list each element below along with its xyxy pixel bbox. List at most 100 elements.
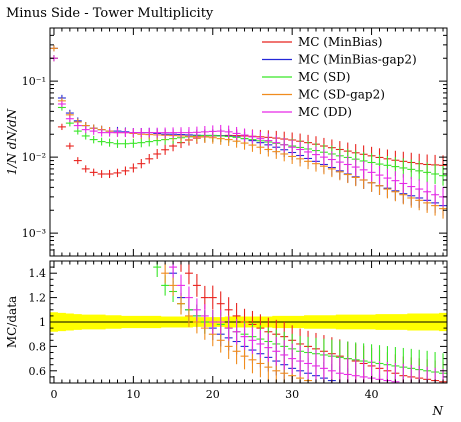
series-2 xyxy=(50,55,447,186)
ratio-point xyxy=(82,71,90,85)
point xyxy=(57,123,66,131)
point xyxy=(145,154,154,164)
ratio-point xyxy=(74,71,82,85)
legend-label: MC (SD-gap2) xyxy=(298,88,385,102)
ratio-point xyxy=(343,357,352,383)
ratio-point xyxy=(50,72,58,84)
point xyxy=(216,124,225,138)
ratio-point xyxy=(184,286,193,309)
ratio-point xyxy=(296,345,305,377)
ratio-point xyxy=(66,193,74,206)
point xyxy=(129,128,138,138)
point xyxy=(153,149,162,159)
ratio-point xyxy=(192,298,201,322)
point xyxy=(184,127,193,139)
legend-entry: MC (MinBias) xyxy=(262,35,382,49)
ratio-point xyxy=(145,68,153,87)
point xyxy=(81,165,90,173)
y-tick-label-main: 10⁻² xyxy=(22,151,46,164)
ratio-point xyxy=(153,202,161,222)
ratio-point xyxy=(169,261,178,278)
ratio-point xyxy=(208,285,217,310)
point xyxy=(304,144,313,160)
y-axis-label-ratio: MC/data xyxy=(5,296,19,348)
point xyxy=(192,126,201,139)
point xyxy=(280,137,289,153)
ratio-point xyxy=(248,326,257,354)
ratio-point xyxy=(66,71,74,84)
point xyxy=(319,149,328,166)
point xyxy=(200,126,209,138)
point xyxy=(256,131,265,146)
point xyxy=(431,163,440,184)
ratio-point xyxy=(90,71,98,86)
legend-label: MC (MinBias) xyxy=(298,35,382,49)
ratio-point xyxy=(66,71,74,84)
ratio-point xyxy=(442,369,444,383)
ratio-point xyxy=(137,69,145,88)
ratio-point xyxy=(418,380,420,383)
ratio-point xyxy=(82,71,90,85)
ratio-point xyxy=(129,69,137,87)
ratio-point xyxy=(410,364,412,383)
point xyxy=(121,139,130,149)
point xyxy=(113,128,122,137)
ratio-point xyxy=(402,378,404,383)
ratio-point xyxy=(98,70,106,86)
y-tick-label-ratio: 0.8 xyxy=(29,340,47,353)
ratio-point xyxy=(114,70,122,87)
point xyxy=(431,184,440,205)
point xyxy=(208,125,217,138)
point xyxy=(81,126,90,134)
ratio-point xyxy=(434,367,436,383)
point xyxy=(423,162,432,183)
point xyxy=(232,126,241,140)
point xyxy=(177,127,185,139)
point xyxy=(407,176,416,197)
legend-label: MC (SD) xyxy=(298,70,351,84)
point xyxy=(335,153,344,171)
point xyxy=(375,165,384,185)
ratio-point xyxy=(216,309,225,335)
ratio-point xyxy=(121,69,129,86)
point xyxy=(97,170,106,178)
ratio-point xyxy=(106,70,114,86)
ratio-point xyxy=(426,380,428,383)
ratio-point xyxy=(359,359,368,383)
ratio-point xyxy=(66,71,74,84)
point xyxy=(97,137,106,146)
ratio-point xyxy=(98,217,106,233)
ratio-point xyxy=(58,72,66,85)
ratio-series-2 xyxy=(50,69,447,383)
main-frame xyxy=(49,27,448,257)
point xyxy=(161,127,170,138)
ratio-point xyxy=(74,71,82,85)
ratio-point xyxy=(129,228,137,246)
legend-entry: MC (SD) xyxy=(262,70,351,84)
point xyxy=(89,127,98,135)
point xyxy=(296,141,305,158)
ratio-point xyxy=(145,166,153,185)
ratio-point xyxy=(90,71,98,86)
point xyxy=(169,127,178,138)
ratio-point xyxy=(304,347,313,380)
point xyxy=(121,166,130,176)
point xyxy=(113,168,122,178)
ratio-point xyxy=(90,71,98,86)
ratio-point xyxy=(114,70,122,87)
ratio-point xyxy=(129,69,137,87)
x-tick-label: 30 xyxy=(285,388,299,401)
point xyxy=(113,139,122,148)
y-tick-label-ratio: 1.2 xyxy=(29,292,47,305)
point xyxy=(50,45,58,52)
ratio-point xyxy=(410,378,412,383)
point xyxy=(248,130,257,144)
ratio-point xyxy=(129,69,137,87)
point xyxy=(89,168,98,177)
main-plot-area xyxy=(50,45,447,219)
point xyxy=(145,127,154,138)
point xyxy=(73,122,82,130)
ratio-point xyxy=(351,358,360,383)
point xyxy=(65,115,74,123)
point xyxy=(399,173,408,194)
